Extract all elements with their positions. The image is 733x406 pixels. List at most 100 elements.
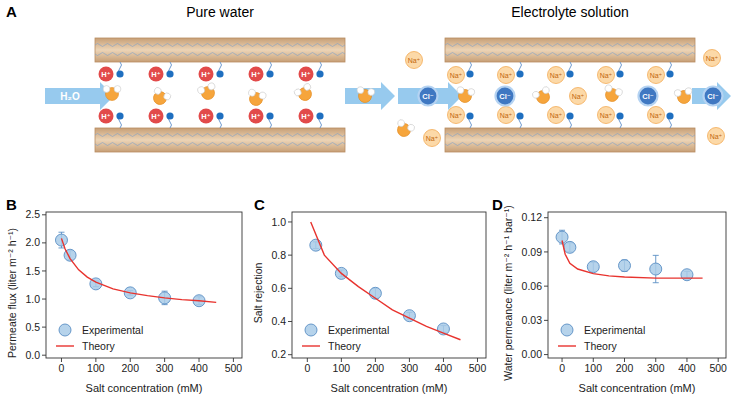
ion-label: H⁺	[101, 70, 110, 79]
ion-label: Cl⁻	[422, 92, 434, 101]
plot-frame	[46, 212, 242, 358]
plot-frame	[548, 212, 726, 358]
water-molecule	[293, 82, 316, 104]
x-tick-label: 300	[401, 362, 419, 374]
ion-label: Cl⁻	[707, 92, 719, 101]
proton	[149, 109, 164, 124]
legend: ExperimentalTheory	[302, 324, 389, 352]
ion-label: Na⁺	[710, 133, 723, 140]
proton	[199, 67, 214, 82]
chart: B01002003004005000.00.51.01.52.02.5Exper…	[6, 196, 242, 394]
y-tick-label: 0.8	[271, 249, 286, 261]
y-axis-label: Salt rejection	[252, 262, 264, 323]
sodium-ion	[708, 128, 725, 145]
y-tick	[288, 221, 292, 222]
water-molecule	[355, 86, 375, 104]
sodium-ion	[570, 88, 587, 105]
y-tick	[42, 299, 46, 300]
ion-label: Na⁺	[706, 55, 719, 62]
y-tick	[288, 321, 292, 322]
y-tick	[42, 355, 46, 356]
proton	[249, 67, 264, 82]
chart: C01002003004005000.20.40.60.81.0Experime…	[252, 196, 486, 394]
legend-label: Experimental	[82, 324, 143, 336]
x-tick-label: 100	[87, 362, 105, 374]
proton	[249, 109, 264, 124]
fixed-charge	[466, 112, 473, 119]
legend-label: Experimental	[584, 324, 645, 336]
fixed-charge	[316, 112, 323, 119]
polymer-chain	[445, 143, 695, 146]
y-tick-label: 0.06	[522, 280, 543, 292]
flow-arrow	[345, 82, 395, 110]
proton	[149, 67, 164, 82]
fixed-charge	[666, 70, 673, 77]
panel-title: Electrolyte solution	[511, 4, 629, 20]
fixed-charge	[566, 112, 573, 119]
x-tick-label: 300	[156, 362, 174, 374]
x-tick-label: 500	[469, 362, 487, 374]
fixed-charge	[266, 70, 273, 77]
polymer-chain	[95, 44, 345, 47]
x-tick-label: 400	[435, 362, 453, 374]
legend-swatch	[558, 345, 576, 346]
ion-label: Na⁺	[600, 112, 613, 119]
proton	[299, 109, 314, 124]
ion-label: H⁺	[151, 112, 160, 121]
x-tick-label: 0	[559, 362, 565, 374]
y-tick	[544, 354, 548, 355]
fixed-charge	[516, 70, 523, 77]
fixed-charge	[566, 70, 573, 77]
y-tick-label: 1.0	[25, 293, 40, 305]
fixed-charge	[216, 70, 223, 77]
chloride-ion	[639, 87, 658, 106]
sodium-ion	[406, 52, 423, 69]
fixed-charge	[466, 70, 473, 77]
water-molecule	[197, 82, 219, 102]
x-axis-label: Salt concentration (mM)	[579, 382, 696, 394]
panel-label: B	[6, 196, 17, 213]
hydrogen	[207, 82, 216, 91]
water-molecule	[455, 86, 475, 104]
x-tick-label: 500	[225, 362, 243, 374]
y-tick-label: 1.0	[271, 216, 286, 228]
fixed-charge	[266, 112, 273, 119]
fixed-charge	[316, 70, 323, 77]
y-tick-label: 0.00	[522, 348, 543, 360]
fixed-charge	[116, 112, 123, 119]
membrane-band	[445, 128, 695, 152]
hydrogen	[367, 88, 375, 96]
fixed-charge	[616, 112, 623, 119]
plot-frame	[292, 212, 486, 358]
hydrogen	[467, 88, 475, 96]
y-tick-label: 0.2	[271, 348, 286, 360]
hydrogen	[457, 86, 465, 94]
y-tick-label: 2.5	[25, 208, 40, 220]
membrane-band	[95, 38, 345, 62]
sodium-ion	[648, 67, 665, 84]
hydrogen	[258, 91, 266, 99]
ion-label: H⁺	[251, 112, 260, 121]
x-tick-label: 300	[647, 362, 665, 374]
flow-arrow	[398, 82, 462, 110]
theory-line	[562, 241, 703, 279]
y-tick	[288, 288, 292, 289]
sodium-ion	[598, 107, 615, 124]
sodium-ion	[548, 67, 565, 84]
ion-label: Cl⁻	[642, 92, 654, 101]
water-molecule	[149, 86, 172, 108]
fixed-charge	[616, 70, 623, 77]
fixed-charge	[216, 112, 223, 119]
ion-label: H⁺	[201, 70, 210, 79]
water-molecule	[531, 86, 553, 107]
sodium-ion	[648, 107, 665, 124]
ion-label: Na⁺	[500, 72, 513, 79]
ion-label: H⁺	[101, 112, 110, 121]
chart: D01002003004005000.000.030.060.090.12Exp…	[492, 196, 727, 394]
legend-label: Theory	[82, 340, 115, 352]
y-tick	[42, 327, 46, 328]
y-tick	[544, 217, 548, 218]
ion-label: Na⁺	[450, 112, 463, 119]
hydrogen	[685, 87, 693, 95]
plot-area	[556, 230, 703, 282]
